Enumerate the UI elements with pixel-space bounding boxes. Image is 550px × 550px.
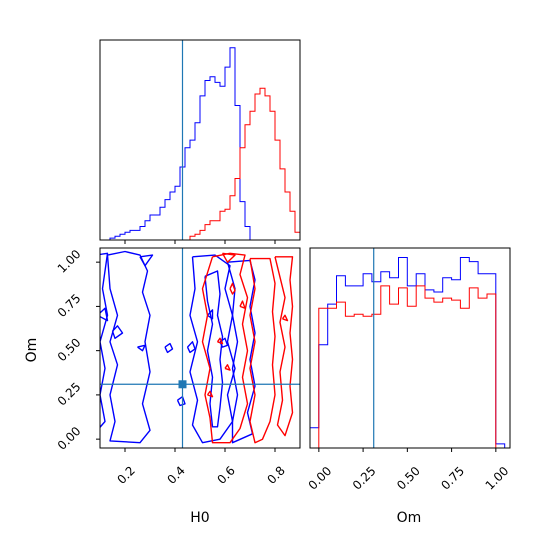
contour-series-2-8: [206, 390, 214, 398]
contour-series-1-5: [100, 252, 109, 429]
y-tick-label-3: 0.50: [55, 335, 84, 364]
panel-frame: [99, 247, 301, 449]
panel-om-marginal: 0.00 0.25 0.50 0.75 1.00: [306, 247, 512, 493]
contour-series-1-10: [164, 342, 174, 354]
y-tick-label-1: 0.00: [55, 424, 84, 453]
contour-series-1-2: [189, 254, 236, 444]
contour-series-2-6: [239, 300, 246, 309]
contour-series-1-9: [137, 344, 146, 352]
panel-h0-marginal: [99, 39, 301, 244]
contour-series-2-4: [221, 252, 236, 263]
y-axis-label-om: Om: [24, 338, 40, 363]
x-tick-label-2: 0.25: [350, 464, 379, 493]
x-tick-label-1: 0.2: [114, 463, 137, 486]
x-axis-label-h0: H0: [190, 510, 209, 526]
contour-series-1-1: [106, 250, 151, 444]
contour-series-2-2: [249, 257, 276, 444]
histogram-series-1: [100, 47, 300, 241]
panel-h0-om-joint: 0.2 0.4 0.6 0.8 0.00 0.25 0.50 0.75 1.00: [55, 247, 301, 487]
contour-series-1-8: [111, 325, 124, 339]
histogram-series-1: [309, 257, 506, 448]
x-tick-label-2: 0.4: [164, 463, 187, 486]
contour-series-1-14: [176, 396, 186, 407]
x-axis-label-om: Om: [397, 510, 422, 526]
contour-series-1-11: [186, 341, 196, 354]
x-tick-label-4: 0.8: [264, 463, 287, 486]
y-tick-label-5: 1.00: [55, 247, 84, 276]
y-tick-label-2: 0.25: [55, 380, 84, 409]
contour-series-2-3: [274, 256, 294, 437]
x-tick-label-5: 1.00: [483, 464, 512, 493]
contour-series-1-3: [204, 270, 224, 428]
histogram-series-2: [310, 285, 505, 449]
x-tick-label-1: 0.00: [306, 464, 335, 493]
y-tick-label-4: 0.75: [55, 291, 84, 320]
contour-series-2-10: [281, 314, 289, 322]
contour-series-1-12: [206, 309, 214, 320]
contour-series-2-7: [216, 337, 224, 345]
contour-series-2-5: [229, 282, 236, 295]
x-tick-label-3: 0.6: [214, 463, 237, 486]
panel-frame: [99, 39, 301, 241]
contour-series-2-9: [224, 364, 231, 371]
truth-marker: [178, 380, 187, 389]
contour-layer: [100, 250, 294, 444]
x-tick-label-4: 0.75: [438, 464, 467, 493]
contour-series-1-6: [139, 254, 154, 267]
contour-series-1-7: [100, 307, 109, 322]
panel-frame: [309, 247, 511, 449]
x-tick-label-3: 0.50: [394, 464, 423, 493]
contour-series-1-13: [219, 337, 229, 348]
contour-series-2-1: [201, 252, 249, 444]
